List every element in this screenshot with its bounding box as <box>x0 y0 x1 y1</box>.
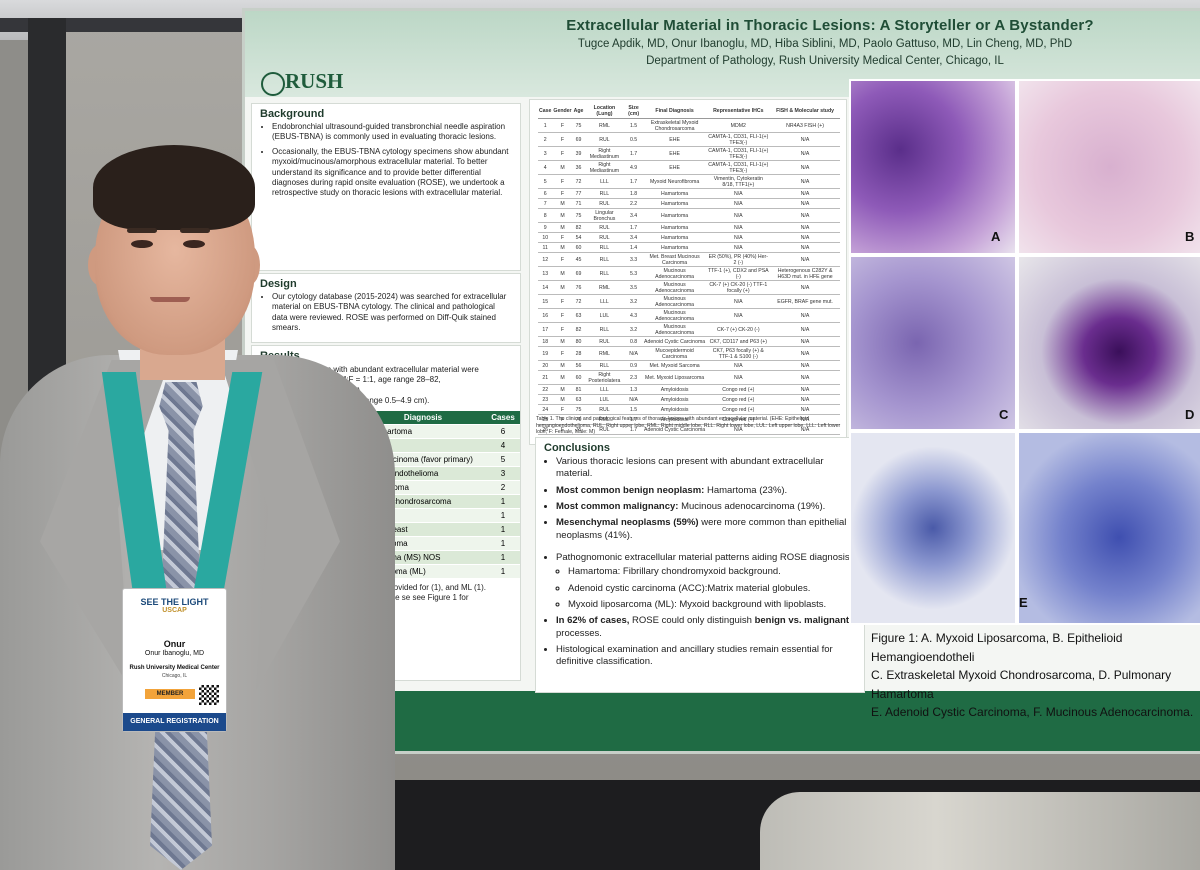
micrograph-d <box>1019 257 1200 429</box>
poster-authors: Tugce Apdik, MD, Onur Ibanoglu, MD, Hiba… <box>577 38 1073 50</box>
case-table-row: 25 F 70 RML 1.7 Amyloidosis Congo red (+) N/A <box>538 414 840 425</box>
rush-logo-icon <box>261 72 285 96</box>
case-table-row: 2 F 69 RUL 0.5 EHE CAMTA-1, CD31, FLI-1(+) TFE… <box>538 132 840 147</box>
board-pole <box>28 18 66 398</box>
badge-organization: Rush University Medical Center <box>129 665 220 671</box>
table-caption: Table 1. The clinical and pathological f… <box>536 416 841 435</box>
design-section: Design Our cytology database (2015-2024)… <box>251 273 521 343</box>
figure-label: A <box>991 229 1001 244</box>
case-table-header: Gender <box>552 104 573 119</box>
poster-department: Department of Pathology, Rush University… <box>646 55 1004 67</box>
figure-1: A B C D E <box>849 79 1200 625</box>
badge-registration-band: GENERAL REGISTRATION <box>123 713 226 731</box>
background-heading: Background <box>260 108 325 120</box>
poster-footer-band <box>385 691 1200 751</box>
micrograph-e <box>851 433 1015 623</box>
conclusion-bullet: In 62% of cases, ROSE could only disting… <box>556 615 856 640</box>
micrograph-f <box>1019 433 1200 623</box>
conclusion-bullet: Various thoracic lesions can present wit… <box>556 456 856 481</box>
micrograph-a <box>851 81 1015 253</box>
conclusion-bullet: Histological examination and ancillary s… <box>556 644 856 669</box>
case-table-row: 17 F 82 RLL 3.2 Mucinous Adenocarcinoma CK-7 (… <box>538 322 840 337</box>
case-table-row: 16 F 63 LUL 4.3 Mucinous Adenocarcinoma N/A N/A <box>538 308 840 323</box>
diagnosis-row: y Hamartoma 6 <box>360 424 520 439</box>
case-table-row: 15 F 72 LLL 3.2 Mucinous Adenocarcinoma N/A EGF… <box>538 294 840 309</box>
case-table-header: Location (Lung) <box>584 104 625 119</box>
person-eye <box>131 240 153 248</box>
micrograph-c <box>851 257 1015 429</box>
case-table-row: 19 F 28 RML N/A Mucoepidermoid Carcinoma CK7, … <box>538 346 840 361</box>
case-table-row: 22 M 81 LLL 1.3 Amyloidosis Congo red (+) N/A <box>538 384 840 395</box>
case-table-row: 7 M 71 RUL 2.2 Hamartoma N/A N/A <box>538 198 840 209</box>
badge-city: Chicago, IL <box>161 673 188 679</box>
case-table-row: 10 F 54 RUL 3.4 Hamartoma N/A N/A <box>538 232 840 243</box>
badge-first-name: Onur <box>163 639 186 649</box>
case-table-row: 21 M 60 Right Posteriolatera 2.3 Met. Myxoid … <box>538 370 840 385</box>
badge-member-tag: MEMBER <box>145 689 195 699</box>
case-table-header: Age <box>572 104 585 119</box>
background-bullet: Occasionally, the EBUS-TBNA cytology spe… <box>272 147 512 199</box>
person-eyebrow <box>127 228 157 233</box>
diagnosis-row: d sarcoma (MS) NOS 1 <box>360 550 520 565</box>
case-table-row: 24 F 75 RUL 1.5 Amyloidosis Congo red (+) N/A <box>538 404 840 415</box>
case-table-row: 5 F 72 LLL 1.7 Myxoid Neurofibroma Vimentin, C… <box>538 174 840 189</box>
case-table-row: 4 M 36 Right Mediastinum 4.9 EHE CAMTA-1, CD31… <box>538 160 840 175</box>
case-table-row: 9 M 82 RUL 1.7 Hamartoma N/A N/A <box>538 222 840 233</box>
conclusion-bullet: Most common benign neoplasm: Hamartoma (… <box>556 485 856 497</box>
case-table-row: 13 M 69 RLL 5.3 Mucinous Adenocarcinoma TTF-1 … <box>538 266 840 281</box>
person-hair <box>93 145 255 230</box>
case-table-row: 8 M 75 Lingular Bronchus 3.4 Hamartoma N/A N/A <box>538 208 840 223</box>
conclusions-heading: Conclusions <box>544 442 611 454</box>
background-bullet: Endobronchial ultrasound-guided transbro… <box>272 122 512 143</box>
case-table-row: 26 F 75 RUL 1.7 Adenoid Cystic Carcinoma N/A N/… <box>538 424 840 435</box>
person-eye <box>183 240 205 248</box>
case-table-row: 1 F 75 RML 1.5 Extraskeletal Myxoid Chondrosa… <box>538 118 840 133</box>
person-mouth <box>150 297 190 302</box>
case-table-row: 14 M 76 RML 3.5 Mucinous Adenocarcinoma CK-7 (… <box>538 280 840 295</box>
name-badge: SEE THE LIGHT USCAP Onur Onur Ibanoglu, … <box>122 588 227 732</box>
case-table-row: 3 F 39 Right Mediastinum 1.7 EHE CAMTA-1, CD31… <box>538 146 840 161</box>
case-table-header: Final Diagnosis <box>642 104 707 119</box>
design-heading: Design <box>260 278 297 290</box>
case-table: Case Gender Age Location (Lung) Size (cm) Fin… <box>538 104 840 435</box>
case-table-row: 23 M 63 LUL N/A Amyloidosis Congo red (+) N/A <box>538 394 840 405</box>
case-table-row: 6 F 77 RLL 1.8 Hamartoma N/A N/A <box>538 188 840 199</box>
conclusion-bullet: Pathognomonic extracellular material pat… <box>556 552 856 611</box>
figure-label: C <box>999 407 1009 422</box>
case-table-panel: Case Gender Age Location (Lung) Size (cm) Fin… <box>529 99 847 445</box>
figure-caption: Figure 1: A. Myxoid Liposarcoma, B. Epit… <box>871 631 1194 720</box>
figure-label: B <box>1185 229 1195 244</box>
figure-label: D <box>1185 407 1195 422</box>
case-table-header: Representative IHCs <box>706 104 771 119</box>
poster-title: Extracellular Material in Thoracic Lesio… <box>566 17 1094 34</box>
case-table-header: FISH & Molecular study <box>770 104 840 119</box>
results-footnote: noses: Provided for (1), and ML (1). Ple… <box>360 582 486 602</box>
conclusions-section: Conclusions Various thoracic lesions can… <box>535 437 865 693</box>
case-table-header: Case <box>538 104 553 119</box>
person-eyebrow <box>180 228 210 233</box>
case-table-row: 11 M 60 RLL 1.4 Hamartoma N/A N/A <box>538 242 840 253</box>
micrograph-b <box>1019 81 1200 253</box>
design-bullet: Our cytology database (2015-2024) was se… <box>272 292 512 334</box>
qr-code-icon <box>199 685 219 705</box>
research-poster: RUSH Extracellular Material in Thoracic … <box>242 8 1200 754</box>
badge-full-name: Onur Ibanoglu, MD <box>144 650 205 657</box>
background-section: Background Endobronchial ultrasound-guid… <box>251 103 521 271</box>
figure-label: E <box>1019 595 1028 610</box>
pillar-base <box>760 792 1200 870</box>
conclusion-bullet: Most common malignancy: Mucinous adenoca… <box>556 501 856 513</box>
case-table-row: 12 F 45 RLL 3.3 Met. Breast Mucinous Carcinom… <box>538 252 840 267</box>
case-table-row: 20 M 56 RLL 0.9 Met. Myxoid Sarcoma N/A N/A <box>538 360 840 371</box>
badge-event-logo: SEE THE LIGHT USCAP <box>140 597 209 614</box>
case-table-row: 18 M 80 RUL 0.8 Adenoid Cystic Carcinoma CK7, … <box>538 336 840 347</box>
rush-logo: RUSH <box>285 69 344 93</box>
conclusion-bullet: Mesenchymal neoplasms (59%) were more co… <box>556 517 856 542</box>
case-table-header: Size (cm) <box>624 104 643 119</box>
